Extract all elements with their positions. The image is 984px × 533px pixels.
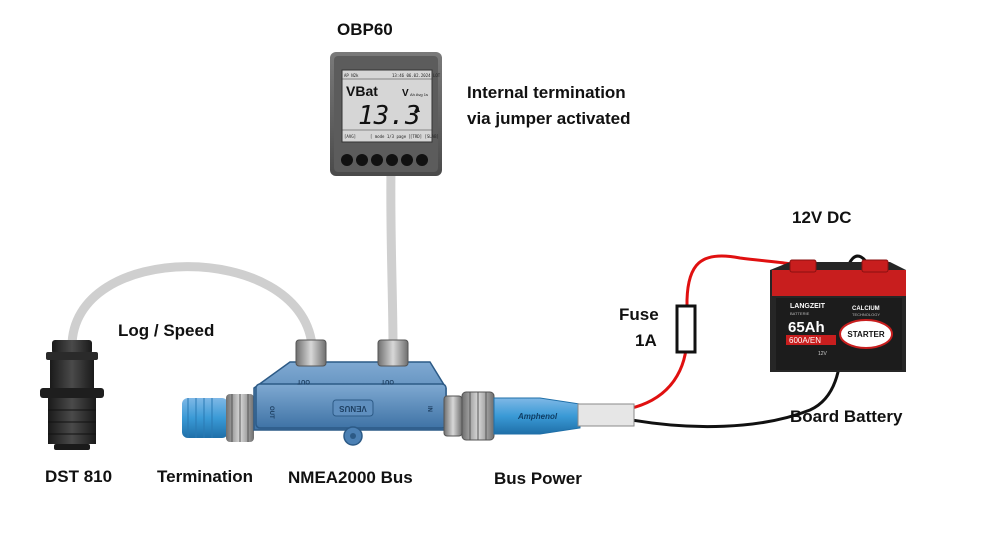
bus-power-cable-sleeve	[577, 403, 635, 427]
battery-brand-sub: BATTERIE	[790, 311, 810, 316]
tee-port-out-left: OUT	[297, 378, 310, 384]
tee-side-nut-right	[443, 395, 463, 437]
dst810-sensor-icon	[40, 340, 104, 450]
screen-top-right: 13:46 06.02.2024 LOT	[392, 73, 441, 78]
internal-termination-label-line1: Internal termination	[467, 83, 626, 102]
trend-up-icon	[414, 106, 420, 112]
screen-value: 13.3	[358, 101, 421, 131]
battery-voltage-mark: 12V	[818, 351, 828, 357]
battery-badge: STARTER	[847, 330, 884, 339]
battery-icon: LANGZEIT BATTERIE 65Ah 600A/EN 12V CALCI…	[770, 259, 906, 372]
tee-top-nut-left	[295, 339, 327, 367]
screen-bottom-right: [TRD] [SLAB]	[410, 134, 439, 139]
battery-cca: 600A/EN	[789, 336, 821, 345]
fuse-body	[675, 304, 697, 354]
screen-title: VBat	[346, 83, 378, 99]
tee-top-nut-right	[377, 339, 409, 367]
tee-logo: VENUS	[339, 404, 367, 413]
board-battery-label: Board Battery	[790, 407, 903, 426]
screen-unit: V	[402, 88, 409, 99]
nmea2000-tee-connector: VENUS OUT OUT OUT IN	[253, 339, 463, 446]
battery-tech: CALCIUM	[852, 306, 880, 312]
tee-port-out-right: OUT	[381, 378, 394, 384]
bus-power-label: Bus Power	[494, 469, 582, 488]
battery-tech-sub: TECHNOLOGY	[852, 312, 880, 317]
log-speed-cable	[67, 262, 317, 353]
battery-capacity: 65Ah	[788, 319, 825, 336]
termination-label: Termination	[157, 467, 254, 486]
screen-bottom-left: [AVG]	[344, 134, 356, 139]
screen-unit-suffix: Ah Avg 1s	[410, 92, 428, 97]
log-speed-label: Log / Speed	[118, 321, 215, 340]
fuse-rating-label: 1A	[635, 331, 657, 350]
display-drop-cable	[386, 165, 398, 350]
fuse-label: Fuse	[619, 305, 659, 324]
tee-port-side-left: OUT	[268, 406, 274, 419]
bus-power-connector: Amphenol	[461, 391, 635, 441]
tee-port-side-right: IN	[426, 406, 432, 412]
battery-brand: LANGZEIT	[790, 303, 826, 310]
screen-top-left: AP N2k	[344, 73, 359, 78]
sensor-label: DST 810	[45, 467, 113, 486]
red-positive-wire	[631, 254, 809, 410]
battery-starter-badge	[839, 319, 893, 349]
termination-resistor-icon	[182, 394, 254, 442]
display-buttons	[341, 154, 428, 166]
obp60-display: AP N2k 13:46 06.02.2024 LOT VBat V Ah Av…	[330, 52, 442, 176]
bus-label: NMEA2000 Bus	[288, 468, 413, 487]
screen-bottom-center: [ mode 1/3 page ]	[370, 134, 411, 139]
internal-termination-label-line2: via jumper activated	[467, 109, 631, 128]
voltage-label: 12V DC	[792, 208, 852, 227]
bus-power-brand: Amphenol	[517, 412, 558, 421]
obp60-label: OBP60	[337, 20, 393, 39]
